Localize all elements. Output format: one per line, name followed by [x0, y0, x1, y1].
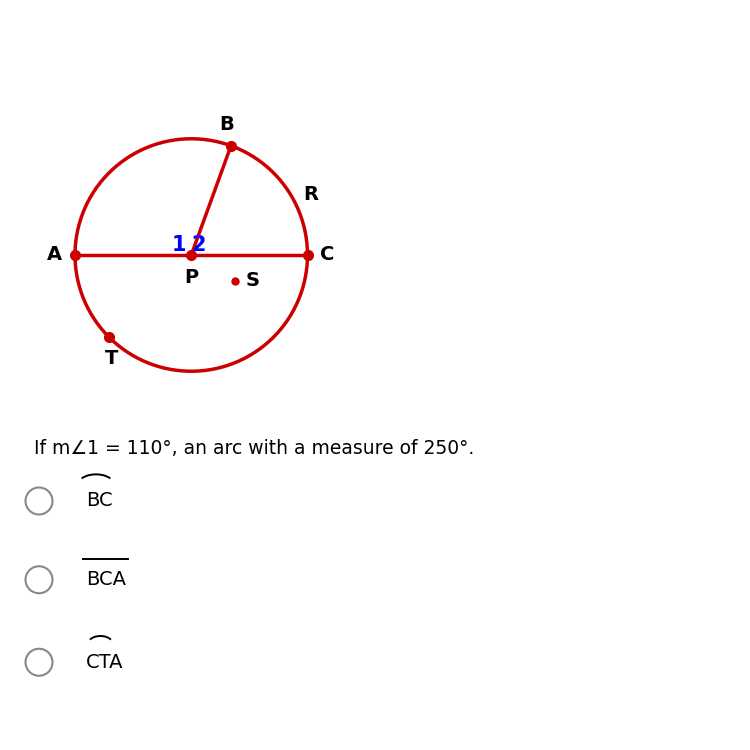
Text: R: R [304, 185, 319, 204]
Text: 1: 1 [172, 236, 187, 255]
Text: 2: 2 [192, 236, 206, 255]
Text: BC: BC [86, 491, 112, 511]
Text: T: T [105, 349, 118, 368]
Text: A: A [47, 245, 62, 265]
Text: P: P [184, 268, 198, 287]
Text: C: C [320, 245, 334, 265]
Text: BCA: BCA [86, 570, 126, 590]
Text: If m∠1 = 110°, an arc with a measure of 250°.: If m∠1 = 110°, an arc with a measure of … [34, 439, 474, 458]
Text: CTA: CTA [86, 652, 124, 672]
Text: S: S [245, 271, 260, 290]
Text: B: B [220, 115, 234, 134]
